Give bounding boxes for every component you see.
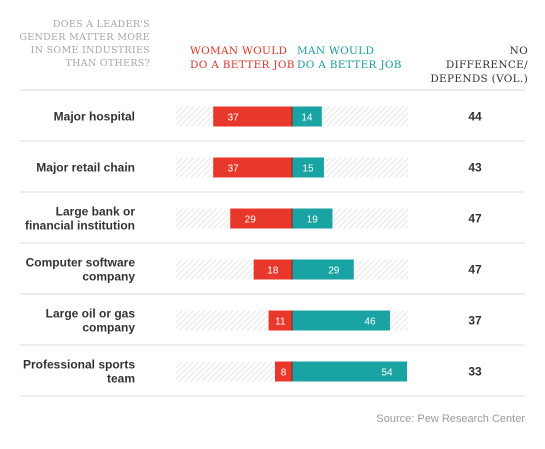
bar-woman: [213, 106, 292, 127]
value-label-no-difference: 33: [468, 365, 482, 379]
value-label-no-difference: 37: [468, 314, 482, 328]
bar-woman: [213, 157, 292, 178]
question-heading: DOES A LEADER'S GENDER MATTER MORE IN SO…: [19, 19, 150, 69]
bar-man: [292, 208, 333, 229]
legend-man-better: MAN WOULD DO A BETTER JOB: [297, 45, 402, 71]
value-label-woman: 29: [245, 215, 257, 226]
value-label-man: 29: [328, 266, 340, 277]
value-label-no-difference: 44: [468, 110, 482, 124]
bar-woman: [230, 208, 292, 229]
value-label-man: 46: [364, 317, 376, 328]
value-label-woman: 8: [281, 368, 287, 379]
value-label-woman: 37: [228, 164, 240, 175]
value-label-woman: 18: [267, 266, 279, 277]
bar-woman: [274, 361, 292, 382]
category-label: Professional sports: [23, 358, 135, 372]
bar-man: [292, 361, 408, 382]
legend-no-difference: NO DIFFERENCE/ DEPENDS (VOL.): [430, 45, 528, 85]
category-label: company: [82, 321, 135, 335]
category-label: Large bank or: [56, 205, 136, 219]
value-label-man: 19: [307, 215, 319, 226]
bar-man: [292, 259, 354, 280]
legend-woman-better: WOMAN WOULD DO A BETTER JOB: [190, 45, 295, 71]
value-label-woman: 37: [228, 113, 240, 124]
bar-man: [292, 106, 322, 127]
category-label: Major retail chain: [36, 161, 135, 175]
bar-woman: [268, 310, 292, 331]
category-label: team: [107, 372, 135, 386]
bar-woman: [253, 259, 292, 280]
category-label: financial institution: [25, 219, 135, 233]
category-label: Computer software: [26, 256, 136, 270]
value-label-no-difference: 47: [468, 212, 482, 226]
value-label-man: 54: [381, 368, 393, 379]
category-label: Major hospital: [54, 110, 135, 124]
value-label-woman: 11: [275, 317, 286, 328]
value-label-no-difference: 43: [468, 161, 482, 175]
source-note: Source: Pew Research Center: [376, 413, 525, 425]
value-label-man: 15: [302, 164, 314, 175]
bar-man: [292, 157, 324, 178]
category-label: Large oil or gas: [46, 307, 136, 321]
bar-man: [292, 310, 390, 331]
value-label-no-difference: 47: [468, 263, 482, 277]
category-label: company: [82, 270, 135, 284]
value-label-man: 14: [301, 113, 313, 124]
